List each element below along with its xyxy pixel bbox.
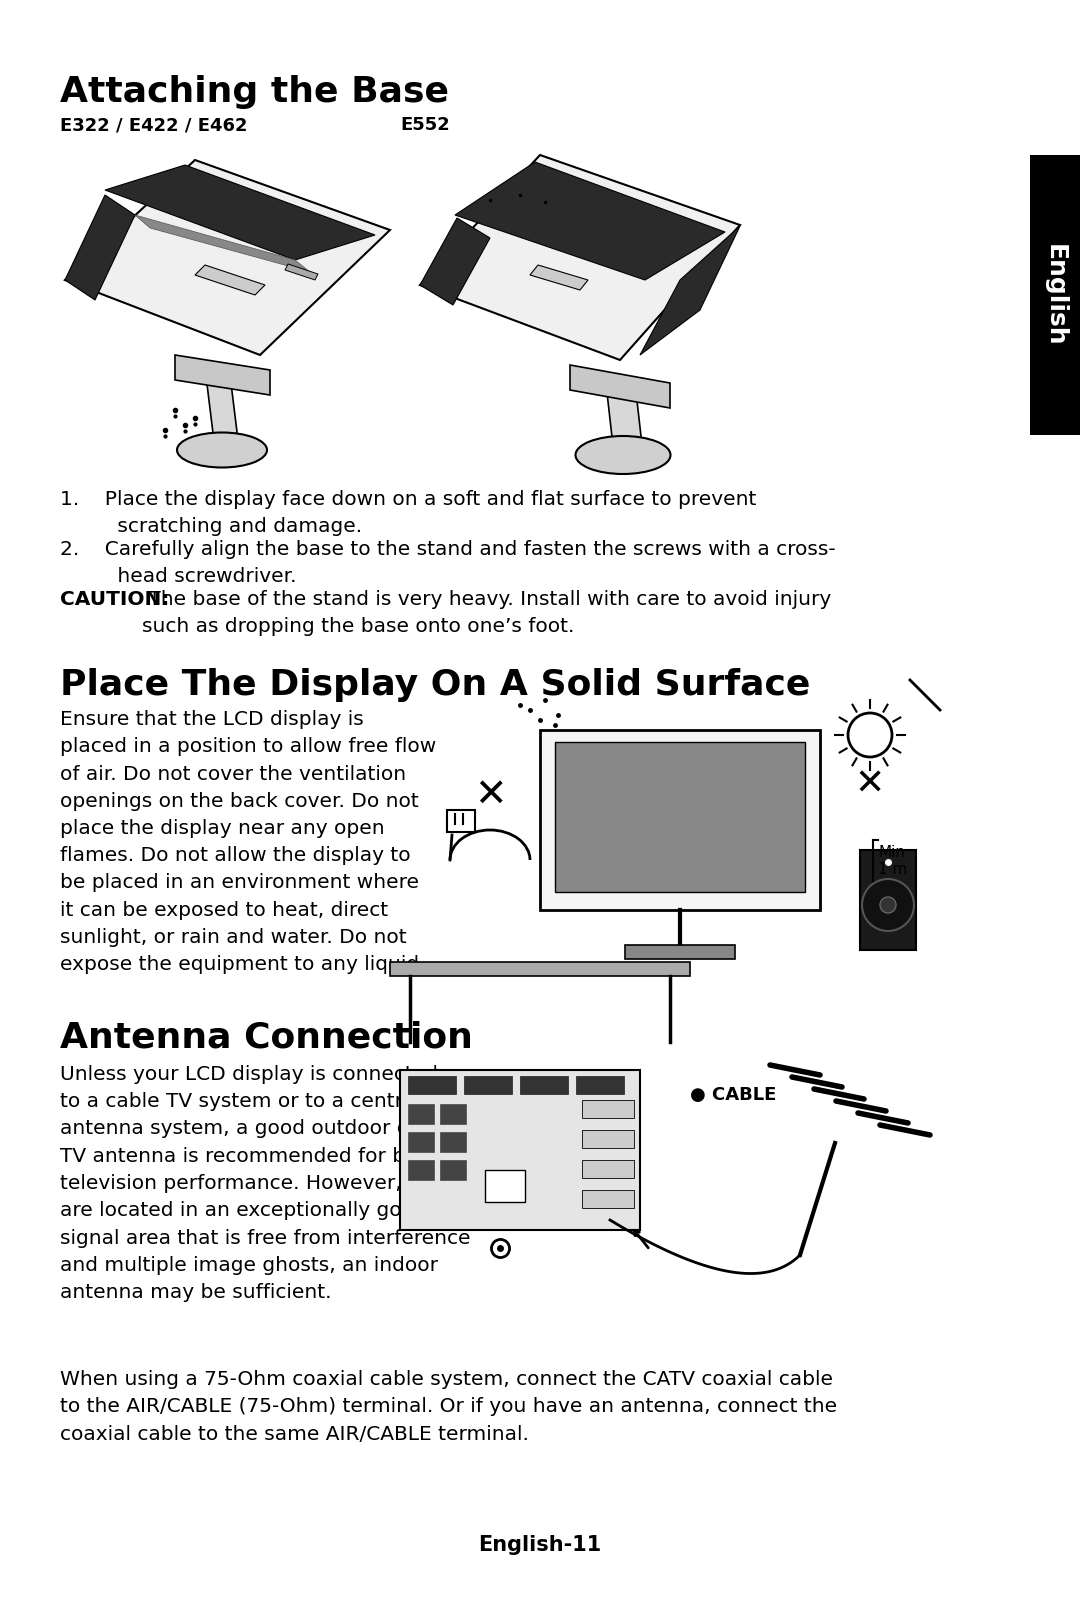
Bar [440, 1131, 465, 1152]
Text: ● CABLE: ● CABLE [690, 1087, 777, 1104]
Text: ✕: ✕ [855, 769, 886, 802]
Polygon shape [420, 217, 490, 305]
Ellipse shape [576, 436, 671, 475]
Polygon shape [570, 364, 670, 407]
Text: Ensure that the LCD display is
placed in a position to allow free flow
of air. D: Ensure that the LCD display is placed in… [60, 710, 436, 975]
Text: 2.    Carefully align the base to the stand and fasten the screws with a cross-
: 2. Carefully align the base to the stand… [60, 540, 836, 585]
Polygon shape [205, 368, 238, 439]
Text: English-11: English-11 [478, 1536, 602, 1555]
Text: 1.    Place the display face down on a soft and flat surface to prevent
        : 1. Place the display face down on a soft… [60, 491, 756, 535]
Text: English: English [1043, 243, 1067, 347]
Text: 1 m: 1 m [878, 861, 907, 877]
Text: When using a 75-Ohm coaxial cable system, connect the CATV coaxial cable
to the : When using a 75-Ohm coaxial cable system… [60, 1369, 837, 1443]
Polygon shape [175, 355, 270, 395]
Bar [555, 741, 805, 892]
Ellipse shape [177, 433, 267, 468]
Bar [408, 1131, 434, 1152]
Bar [447, 810, 475, 833]
Polygon shape [65, 160, 390, 355]
Polygon shape [605, 376, 642, 444]
Text: Attaching the Base: Attaching the Base [60, 75, 449, 109]
Bar [540, 730, 820, 909]
Bar [582, 1160, 634, 1178]
Bar [582, 1130, 634, 1147]
Text: The base of the stand is very heavy. Install with care to avoid injury
such as d: The base of the stand is very heavy. Ins… [141, 590, 832, 636]
Polygon shape [455, 161, 725, 280]
Bar [1030, 155, 1080, 435]
Circle shape [880, 896, 896, 912]
Bar [440, 1160, 465, 1179]
Bar [582, 1191, 634, 1208]
Polygon shape [285, 264, 318, 280]
Polygon shape [530, 265, 588, 289]
Bar [408, 1104, 434, 1123]
Bar [519, 1075, 568, 1095]
Bar [860, 850, 916, 949]
Bar [400, 1071, 640, 1230]
Circle shape [862, 879, 914, 932]
Text: E552: E552 [400, 117, 449, 134]
Text: Antenna Connection: Antenna Connection [60, 1020, 473, 1055]
Text: E322 / E422 / E462: E322 / E422 / E462 [60, 117, 247, 134]
Polygon shape [65, 195, 135, 300]
Polygon shape [135, 216, 310, 272]
Text: CAUTION:: CAUTION: [60, 590, 170, 609]
Bar [440, 1104, 465, 1123]
Bar [464, 1075, 512, 1095]
Bar [408, 1075, 456, 1095]
Bar [390, 962, 690, 976]
Text: Unless your LCD display is connected
to a cable TV system or to a centralized
an: Unless your LCD display is connected to … [60, 1064, 471, 1302]
Text: ✕: ✕ [474, 777, 507, 813]
Polygon shape [640, 225, 740, 355]
Bar [576, 1075, 624, 1095]
Text: Min: Min [878, 845, 905, 860]
Bar [582, 1099, 634, 1119]
Text: Place The Display On A Solid Surface: Place The Display On A Solid Surface [60, 668, 810, 702]
Polygon shape [105, 165, 375, 260]
Bar [625, 944, 735, 959]
Polygon shape [195, 265, 265, 296]
Bar [485, 1170, 525, 1202]
Polygon shape [420, 155, 740, 360]
Bar [408, 1160, 434, 1179]
